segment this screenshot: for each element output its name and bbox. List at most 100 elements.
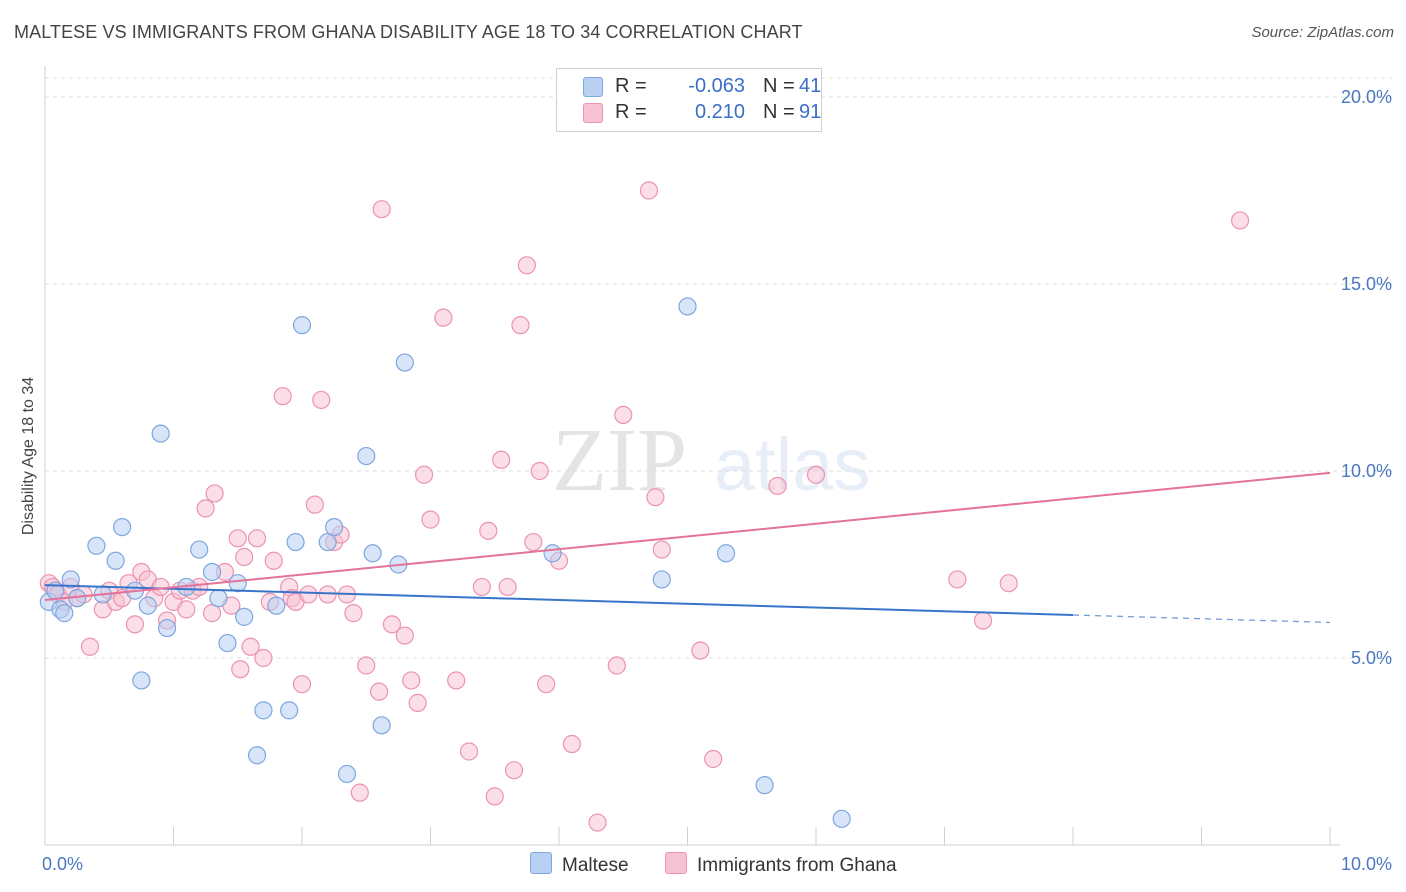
ghana-point — [588, 813, 607, 832]
ghana-point — [370, 682, 389, 701]
ghana-point — [312, 390, 331, 410]
y-tick-label: 10.0% — [1341, 461, 1392, 481]
r-value: 0.210 — [694, 101, 745, 123]
source-label: Source: ZipAtlas.com — [1251, 24, 1394, 41]
ghana-point — [973, 611, 993, 630]
maltese-point — [357, 446, 376, 466]
ghana-point — [517, 256, 536, 275]
ghana-point — [408, 693, 427, 712]
ghana-point — [241, 637, 260, 656]
ghana-point — [177, 600, 196, 619]
maltese-point — [372, 716, 391, 735]
ghana-point — [382, 615, 402, 634]
maltese-point — [218, 633, 237, 653]
chart-title: MALTESE VS IMMIGRANTS FROM GHANA DISABIL… — [14, 22, 803, 42]
ghana-point — [434, 308, 453, 327]
ghana-point — [273, 387, 292, 406]
ghana-point — [344, 604, 363, 623]
maltese-point — [280, 701, 299, 720]
ghana-point — [350, 783, 369, 802]
data-points — [39, 181, 1250, 832]
maltese-point — [106, 551, 125, 570]
ghana-point — [511, 316, 530, 335]
ghana-point — [228, 529, 247, 548]
maltese-point — [755, 776, 774, 795]
maltese-point — [209, 589, 228, 608]
x-tick-label: 10.0% — [1341, 854, 1392, 874]
ghana-point — [125, 615, 145, 634]
r-label: R = — [615, 101, 647, 123]
ghana-point — [447, 671, 466, 690]
ghana-trend-line — [44, 471, 1331, 602]
ghana-point — [614, 405, 633, 424]
ghana-point — [254, 648, 273, 668]
ghana-point — [472, 577, 491, 597]
ghana-point — [264, 551, 283, 570]
maltese-point — [363, 544, 382, 563]
maltese-point — [716, 544, 736, 563]
watermark: ZIP atlas — [552, 411, 870, 510]
ghana-point — [305, 495, 324, 514]
ghana-point — [231, 660, 250, 679]
ghana-point — [80, 637, 100, 656]
ghana-point — [639, 181, 659, 200]
maltese-legend-swatch — [530, 852, 552, 874]
ghana-point — [646, 488, 665, 507]
regression-lines — [44, 471, 1331, 624]
maltese-point — [318, 532, 337, 552]
legend-item-maltese: Maltese — [530, 852, 629, 877]
maltese-point — [543, 544, 562, 563]
ghana-point — [205, 484, 224, 503]
n-label: N = — [763, 75, 795, 97]
y-tick-label: 15.0% — [1341, 274, 1392, 294]
ghana-point — [414, 465, 434, 484]
ghana-point — [562, 734, 581, 754]
watermark-atlas: atlas — [714, 423, 870, 506]
ghana-point — [948, 570, 967, 589]
maltese-point — [190, 540, 209, 559]
maltese-point — [267, 596, 286, 615]
maltese-point — [112, 517, 132, 537]
ghana-point — [247, 529, 267, 548]
ghana-point — [504, 761, 524, 780]
maltese-swatch — [583, 77, 603, 97]
y-tick-labels: 5.0% 10.0% 15.0% 20.0% — [1341, 87, 1392, 668]
ghana-point — [202, 604, 222, 623]
y-tick-label: 5.0% — [1351, 648, 1392, 668]
ghana-point — [537, 675, 556, 694]
maltese-point — [337, 764, 357, 784]
x-tick-label: 0.0% — [42, 854, 83, 874]
ghana-point — [395, 626, 414, 645]
maltese-point — [678, 297, 697, 316]
ghana-point — [704, 749, 723, 769]
ghana-point — [691, 641, 710, 660]
maltese-point — [286, 532, 305, 552]
ghana-point — [402, 671, 421, 690]
ghana-point — [459, 742, 479, 761]
ghana-point — [524, 532, 543, 552]
ghana-point — [151, 577, 170, 597]
ghana-point — [292, 675, 312, 694]
maltese-point — [395, 353, 414, 372]
gridlines — [45, 77, 1392, 659]
maltese-point — [87, 536, 106, 555]
ghana-point — [530, 461, 549, 481]
y-axis-label: Disability Age 18 to 34 — [20, 377, 37, 535]
r-label: R = — [615, 75, 647, 97]
maltese-point — [325, 517, 344, 537]
y-tick-label: 20.0% — [1341, 87, 1392, 107]
maltese-point — [132, 671, 151, 690]
maltese-point — [55, 604, 74, 623]
ghana-point — [1230, 211, 1250, 230]
ghana-point — [479, 521, 498, 540]
maltese-point — [247, 746, 267, 765]
ghana-point — [652, 540, 671, 559]
ghana-point — [492, 450, 511, 469]
legend-label: Immigrants from Ghana — [697, 855, 897, 876]
axes — [44, 66, 1340, 846]
maltese-point — [202, 562, 222, 582]
maltese-point — [235, 607, 254, 626]
watermark-zip: ZIP — [552, 411, 687, 510]
ghana-point — [235, 547, 254, 567]
